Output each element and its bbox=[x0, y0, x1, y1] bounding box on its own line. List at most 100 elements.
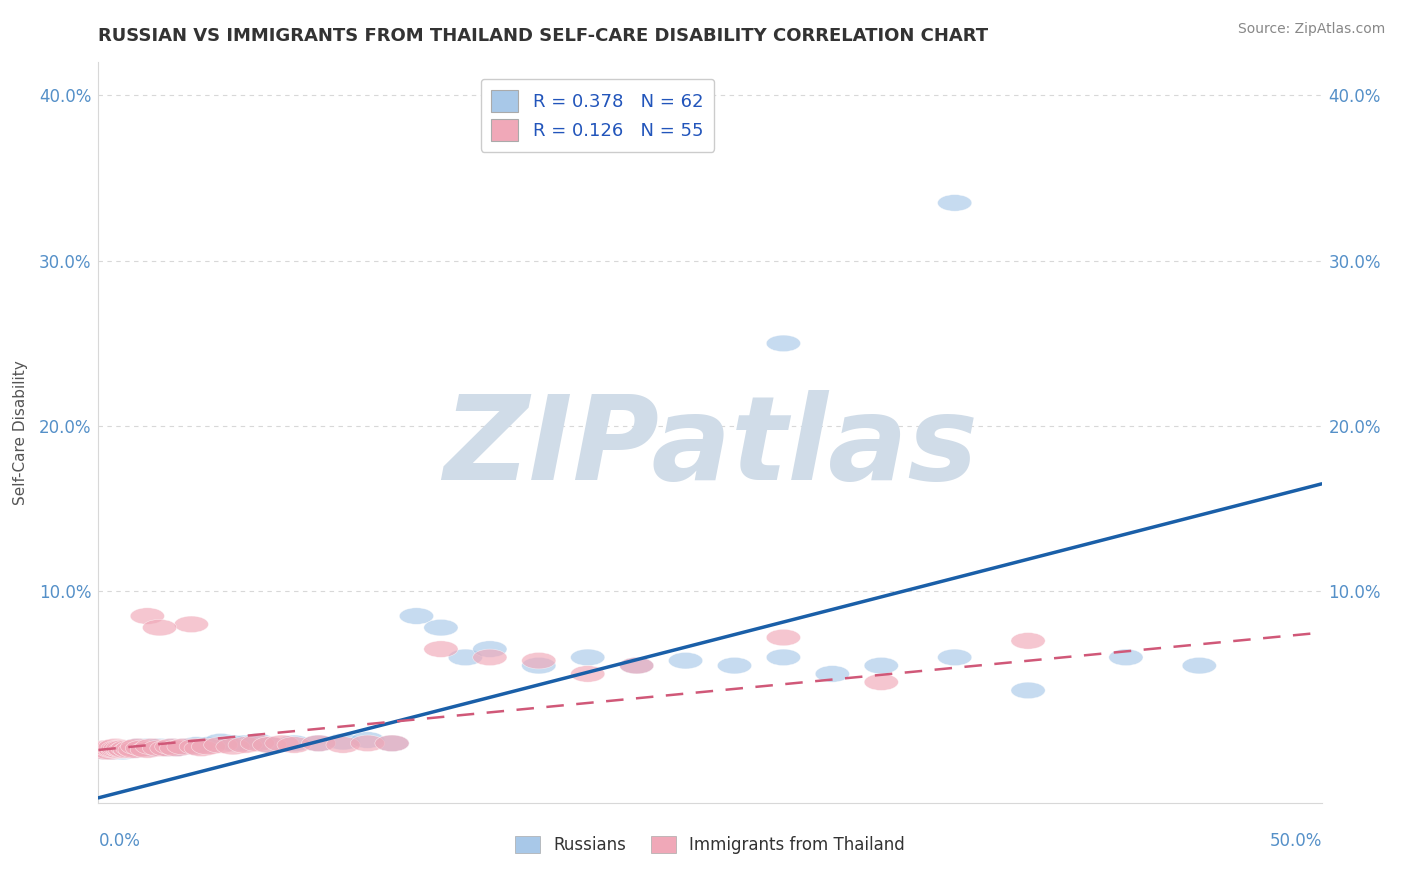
Ellipse shape bbox=[160, 740, 194, 756]
Ellipse shape bbox=[121, 739, 155, 755]
Ellipse shape bbox=[277, 735, 311, 752]
Ellipse shape bbox=[94, 740, 128, 756]
Ellipse shape bbox=[191, 737, 225, 753]
Ellipse shape bbox=[167, 739, 201, 755]
Ellipse shape bbox=[571, 649, 605, 665]
Ellipse shape bbox=[1182, 657, 1216, 673]
Ellipse shape bbox=[766, 629, 800, 646]
Ellipse shape bbox=[326, 737, 360, 753]
Ellipse shape bbox=[111, 740, 145, 756]
Ellipse shape bbox=[125, 740, 160, 756]
Ellipse shape bbox=[91, 740, 125, 756]
Ellipse shape bbox=[375, 735, 409, 752]
Ellipse shape bbox=[301, 735, 336, 752]
Ellipse shape bbox=[472, 649, 508, 665]
Ellipse shape bbox=[326, 733, 360, 750]
Ellipse shape bbox=[301, 735, 336, 752]
Y-axis label: Self-Care Disability: Self-Care Disability bbox=[13, 360, 28, 505]
Ellipse shape bbox=[91, 740, 125, 756]
Ellipse shape bbox=[118, 741, 152, 758]
Ellipse shape bbox=[135, 739, 169, 755]
Ellipse shape bbox=[131, 739, 165, 755]
Ellipse shape bbox=[375, 735, 409, 752]
Text: RUSSIAN VS IMMIGRANTS FROM THAILAND SELF-CARE DISABILITY CORRELATION CHART: RUSSIAN VS IMMIGRANTS FROM THAILAND SELF… bbox=[98, 27, 988, 45]
Ellipse shape bbox=[98, 741, 132, 758]
Ellipse shape bbox=[112, 741, 148, 758]
Ellipse shape bbox=[160, 740, 194, 756]
Ellipse shape bbox=[98, 739, 132, 755]
Ellipse shape bbox=[125, 740, 160, 756]
Ellipse shape bbox=[101, 741, 135, 758]
Text: 0.0%: 0.0% bbox=[98, 832, 141, 850]
Ellipse shape bbox=[131, 607, 165, 624]
Ellipse shape bbox=[204, 733, 238, 750]
Ellipse shape bbox=[350, 731, 385, 748]
Ellipse shape bbox=[620, 657, 654, 673]
Ellipse shape bbox=[131, 741, 165, 758]
Ellipse shape bbox=[103, 741, 138, 758]
Ellipse shape bbox=[86, 741, 121, 758]
Ellipse shape bbox=[96, 743, 131, 760]
Ellipse shape bbox=[1109, 649, 1143, 665]
Ellipse shape bbox=[1011, 632, 1045, 649]
Ellipse shape bbox=[472, 640, 508, 657]
Ellipse shape bbox=[96, 740, 131, 756]
Ellipse shape bbox=[449, 649, 482, 665]
Ellipse shape bbox=[522, 657, 555, 673]
Ellipse shape bbox=[938, 649, 972, 665]
Ellipse shape bbox=[101, 741, 135, 758]
Ellipse shape bbox=[91, 741, 125, 758]
Ellipse shape bbox=[103, 740, 138, 756]
Ellipse shape bbox=[240, 735, 274, 752]
Ellipse shape bbox=[105, 740, 141, 756]
Ellipse shape bbox=[191, 739, 225, 755]
Ellipse shape bbox=[142, 739, 177, 755]
Ellipse shape bbox=[179, 737, 214, 753]
Ellipse shape bbox=[98, 741, 132, 758]
Ellipse shape bbox=[423, 619, 458, 636]
Ellipse shape bbox=[111, 740, 145, 756]
Ellipse shape bbox=[115, 740, 150, 756]
Ellipse shape bbox=[91, 741, 125, 758]
Ellipse shape bbox=[815, 665, 849, 682]
Ellipse shape bbox=[105, 740, 141, 756]
Ellipse shape bbox=[167, 739, 201, 755]
Ellipse shape bbox=[174, 739, 208, 755]
Ellipse shape bbox=[228, 735, 263, 752]
Ellipse shape bbox=[184, 740, 218, 756]
Ellipse shape bbox=[217, 735, 250, 752]
Ellipse shape bbox=[620, 657, 654, 673]
Ellipse shape bbox=[115, 740, 150, 756]
Ellipse shape bbox=[118, 741, 152, 758]
Ellipse shape bbox=[350, 735, 385, 752]
Ellipse shape bbox=[96, 741, 131, 758]
Ellipse shape bbox=[766, 335, 800, 351]
Ellipse shape bbox=[277, 737, 311, 753]
Ellipse shape bbox=[108, 741, 142, 758]
Ellipse shape bbox=[89, 740, 122, 756]
Ellipse shape bbox=[668, 652, 703, 669]
Ellipse shape bbox=[142, 740, 177, 756]
Ellipse shape bbox=[217, 739, 250, 755]
Ellipse shape bbox=[105, 743, 141, 760]
Ellipse shape bbox=[155, 739, 188, 755]
Ellipse shape bbox=[155, 739, 188, 755]
Ellipse shape bbox=[179, 739, 214, 755]
Ellipse shape bbox=[94, 741, 128, 758]
Ellipse shape bbox=[865, 657, 898, 673]
Ellipse shape bbox=[135, 740, 169, 756]
Ellipse shape bbox=[103, 740, 138, 756]
Ellipse shape bbox=[121, 739, 155, 755]
Ellipse shape bbox=[94, 740, 128, 756]
Ellipse shape bbox=[264, 735, 299, 752]
Ellipse shape bbox=[240, 733, 274, 750]
Ellipse shape bbox=[204, 737, 238, 753]
Ellipse shape bbox=[108, 741, 142, 758]
Ellipse shape bbox=[174, 616, 208, 632]
Ellipse shape bbox=[423, 640, 458, 657]
Ellipse shape bbox=[96, 740, 131, 756]
Ellipse shape bbox=[101, 740, 135, 756]
Ellipse shape bbox=[89, 743, 122, 760]
Ellipse shape bbox=[94, 743, 128, 760]
Ellipse shape bbox=[89, 743, 122, 760]
